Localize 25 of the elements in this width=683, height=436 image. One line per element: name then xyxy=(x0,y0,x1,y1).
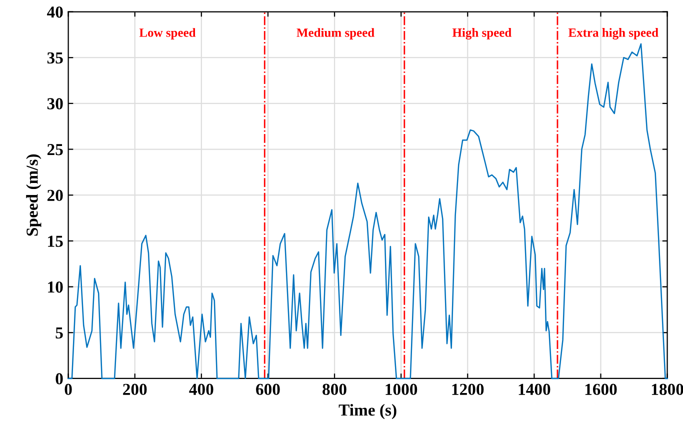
y-tick-label: 25 xyxy=(47,144,63,156)
y-tick-label: 15 xyxy=(48,236,63,247)
x-tick-label: 800 xyxy=(322,384,346,396)
y-tick-label: 10 xyxy=(48,281,63,293)
x-tick-label: 1000 xyxy=(386,384,418,396)
y-tick-label: 0 xyxy=(56,373,63,384)
y-tick-label: 5 xyxy=(56,327,63,339)
x-tick-label: 1400 xyxy=(518,384,550,396)
y-tick-label: 20 xyxy=(47,190,63,202)
y-tick-label: 40 xyxy=(47,6,63,18)
annotation: Low speed xyxy=(139,28,196,40)
y-tick-label: 30 xyxy=(47,98,63,110)
x-tick-label: 1800 xyxy=(652,384,683,396)
x-tick-label: 400 xyxy=(189,384,214,396)
x-tick-label: 0 xyxy=(64,384,72,396)
x-tick-label: 600 xyxy=(256,384,280,396)
x-axis-title: Time (s) xyxy=(338,404,396,420)
y-tick-label: 35 xyxy=(47,52,63,64)
annotation: Extra high speed xyxy=(568,28,658,40)
x-tick-label: 1200 xyxy=(452,384,484,396)
x-tick-label: 200 xyxy=(123,384,147,396)
y-axis-title: Speed (m/s) xyxy=(26,154,42,236)
annotation: High speed xyxy=(452,28,512,40)
x-tick-label: 1600 xyxy=(585,384,617,396)
annotation: Medium speed xyxy=(296,28,374,40)
